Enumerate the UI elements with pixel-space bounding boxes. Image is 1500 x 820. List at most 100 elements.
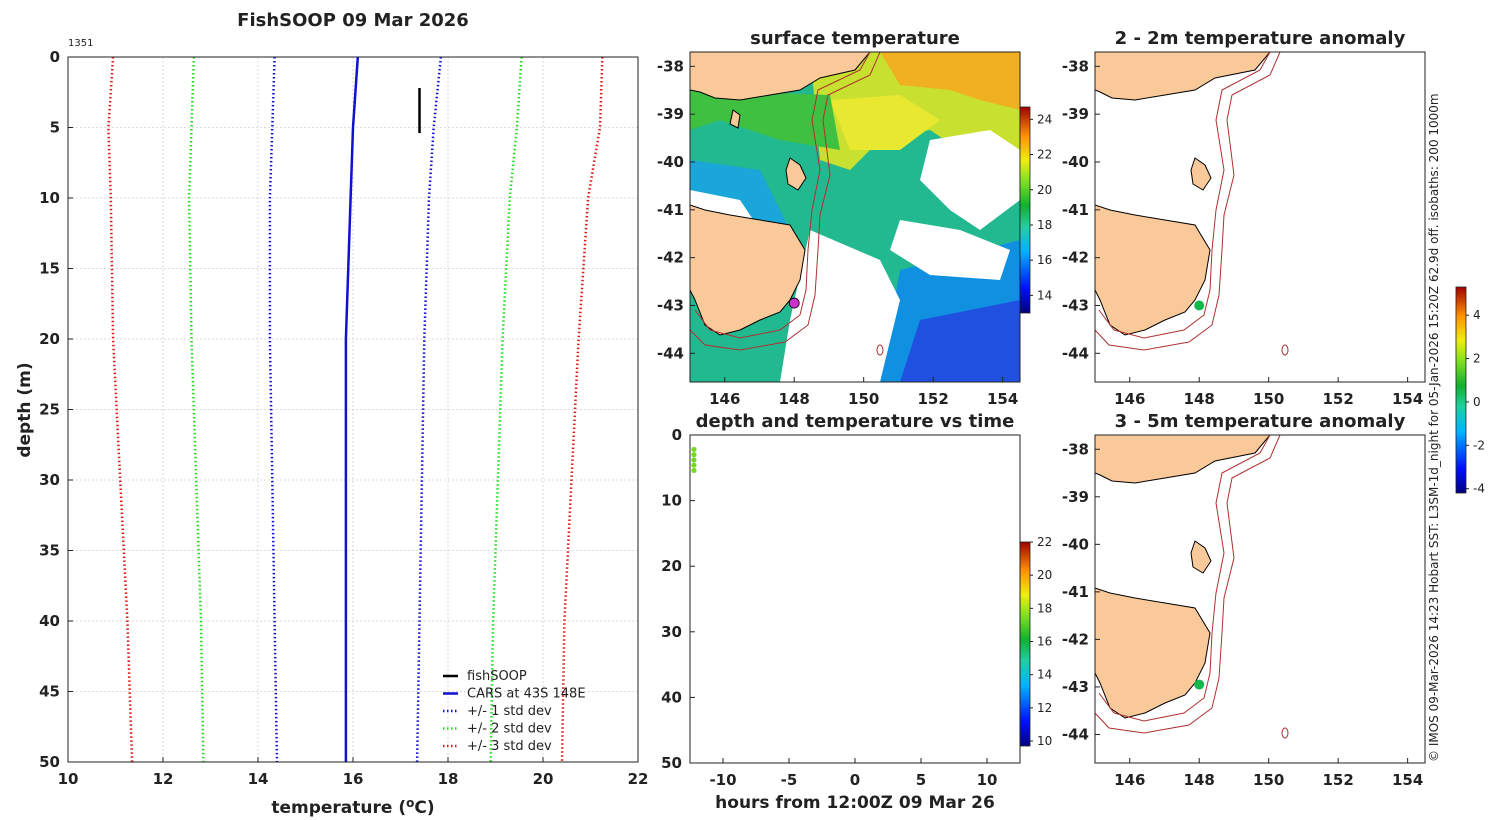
- timeseries-colorbar-tick-label-0: 10: [1037, 734, 1052, 748]
- anomaly-colorbar-tick-label-2: 0: [1473, 395, 1481, 409]
- profile-y-tick-label-6: 30: [39, 471, 60, 489]
- anom2-y-tick-label-6: -44: [1062, 344, 1089, 362]
- anomaly-colorbar-tick-label-1: -2: [1473, 438, 1485, 452]
- timeseries-point-1: [691, 452, 697, 458]
- surface-x-tick-label-2: 150: [848, 390, 879, 408]
- profile-panel: FishSOOP 09 Mar 2026 1351 10 12 14 16 18 20 22…: [15, 10, 648, 818]
- timeseries-colorbar-ticks: 10 12 14 16 18 20 22: [1030, 535, 1052, 748]
- profile-y-tick-label-10: 50: [39, 753, 60, 771]
- surface-land-flinders-island: [785, 157, 807, 191]
- anom2-y-tick-label-0: -38: [1062, 57, 1089, 75]
- anom2-x-tick-label-0: 146: [1114, 390, 1145, 408]
- timeseries-colorbar-tick-label-2: 14: [1037, 668, 1052, 682]
- anom3-isobath-200m: [1098, 435, 1271, 722]
- timeseries-x-ticks: -10 -5 0 5 10: [709, 758, 997, 789]
- anom3-x-tick-label-4: 154: [1392, 771, 1423, 789]
- anom3-isobath-1000m: [1095, 435, 1281, 734]
- anomaly-5m-panel: 3 - 5m temperature anomaly 146 148 150 152 1…: [1062, 411, 1426, 789]
- surface-colorbar-tick-label-5: 24: [1037, 112, 1052, 126]
- anom2-x-tick-label-4: 154: [1392, 390, 1423, 408]
- anom3-y-tick-label-3: -41: [1062, 583, 1089, 601]
- legend-label-4: +/- 3 std dev: [467, 739, 552, 754]
- anom3-y-tick-label-1: -39: [1062, 488, 1089, 506]
- anom3-y-tick-label-0: -38: [1062, 440, 1089, 458]
- legend-label-0: fishSOOP: [467, 669, 527, 684]
- profile-y-tick-label-8: 40: [39, 612, 60, 630]
- timeseries-points: [691, 446, 697, 474]
- surface-colorbar: [1019, 106, 1031, 314]
- anom3-land-flinders-island: [1190, 540, 1212, 574]
- profile-x-tick-label-0: 10: [58, 770, 79, 788]
- surface-sst-yellow-patch: [830, 95, 940, 150]
- profile-series-5: [489, 56, 523, 763]
- legend-label-2: +/- 1 std dev: [467, 704, 552, 719]
- anom2-x-tick-label-1: 148: [1184, 390, 1215, 408]
- anom2-x-ticks: 146 148 150 152 154: [1114, 377, 1423, 408]
- timeseries-colorbar-tick-label-3: 16: [1037, 635, 1052, 649]
- surface-colorbar-tick-label-1: 16: [1037, 253, 1052, 267]
- anom2-title: 2 - 2m temperature anomaly: [1115, 28, 1406, 49]
- anom2-seamount-isobath: [1281, 344, 1289, 356]
- timeseries-y-ticks: 0 10 20 30 40 50: [661, 426, 695, 772]
- anom2-isobath-1000m: [1095, 52, 1281, 351]
- surface-sst-hot-core: [880, 52, 1020, 110]
- anom3-x-ticks: 146 148 150 152 154: [1114, 758, 1423, 789]
- anom3-land-mainland: [1095, 435, 1271, 484]
- anom3-x-tick-label-2: 150: [1253, 771, 1284, 789]
- surface-colorbar-tick-label-4: 22: [1037, 148, 1052, 162]
- timeseries-x-label: hours from 12:00Z 09 Mar 26: [715, 793, 995, 813]
- profile-y-tick-label-5: 25: [39, 401, 60, 419]
- surface-land-tasmania: [690, 204, 806, 336]
- anom2-y-tick-label-1: -39: [1062, 105, 1089, 123]
- profile-y-tick-label-1: 5: [50, 119, 60, 137]
- anom2-x-tick-label-2: 150: [1253, 390, 1284, 408]
- profile-x-tick-label-1: 12: [153, 770, 174, 788]
- profile-x-tick-label-3: 16: [343, 770, 364, 788]
- timeseries-title: depth and temperature vs time: [696, 411, 1015, 432]
- surface-cloud-east: [920, 130, 1020, 230]
- anom3-y-tick-label-4: -42: [1062, 630, 1089, 648]
- profile-title: FishSOOP 09 Mar 2026: [237, 10, 469, 31]
- side-note: © IMOS 09-Mar-2026 14:23 Hobart SST: L3S…: [1427, 93, 1441, 762]
- profile-series-4: [187, 56, 205, 763]
- surface-y-tick-label-4: -42: [657, 249, 684, 267]
- surface-x-ticks: 146 148 150 152 154: [709, 377, 1018, 408]
- surface-x-tick-label-0: 146: [709, 390, 740, 408]
- timeseries-colorbar: [1019, 541, 1031, 747]
- timeseries-point-0: [691, 446, 697, 453]
- profile-series-6: [107, 56, 134, 763]
- anom2-y-ticks: -38 -39 -40 -41 -42 -43 -44: [1062, 57, 1100, 362]
- surface-y-tick-label-0: -38: [657, 57, 684, 75]
- legend-label-1: CARS at 43S 148E: [467, 687, 586, 702]
- timeseries-x-tick-label-1: -5: [781, 771, 798, 789]
- surface-y-tick-label-3: -41: [657, 201, 684, 219]
- timeseries-y-tick-label-4: 40: [661, 688, 682, 706]
- surface-colorbar-tick-label-2: 18: [1037, 218, 1052, 232]
- anomaly-colorbar-ticks: -4 -2 0 2 4: [1466, 308, 1485, 496]
- timeseries-point-3: [691, 462, 697, 468]
- surface-y-tick-label-2: -40: [657, 153, 684, 171]
- surface-sst-cold-southeast: [900, 300, 1020, 382]
- surface-colorbar-tick-label-3: 20: [1037, 183, 1052, 197]
- profile-x-tick-label-4: 18: [438, 770, 459, 788]
- surface-land-mainland: [690, 52, 871, 101]
- profile-y-tick-label-3: 15: [39, 260, 60, 278]
- anomaly-colorbar-tick-label-3: 2: [1473, 352, 1481, 366]
- surface-isobath-200m: [694, 52, 871, 339]
- profile-y-label: depth (m): [15, 362, 35, 457]
- timeseries-y-tick-label-2: 20: [661, 557, 682, 575]
- anomaly-colorbar-tick-label-0: -4: [1473, 482, 1485, 496]
- timeseries-axes-background: [690, 435, 1020, 763]
- profile-series-1: [344, 56, 360, 762]
- anom2-y-tick-label-2: -40: [1062, 153, 1089, 171]
- anom3-y-tick-label-2: -40: [1062, 535, 1089, 553]
- timeseries-point-2: [691, 457, 697, 463]
- anom3-y-tick-label-5: -43: [1062, 678, 1089, 696]
- anom3-background: [1095, 435, 1425, 763]
- timeseries-x-tick-label-4: 10: [977, 771, 998, 789]
- profile-annotation: 1351: [68, 38, 93, 49]
- anom3-x-tick-label-3: 152: [1323, 771, 1354, 789]
- timeseries-colorbar-tick-label-5: 20: [1037, 568, 1052, 582]
- timeseries-colorbar-tick-label-1: 12: [1037, 701, 1052, 715]
